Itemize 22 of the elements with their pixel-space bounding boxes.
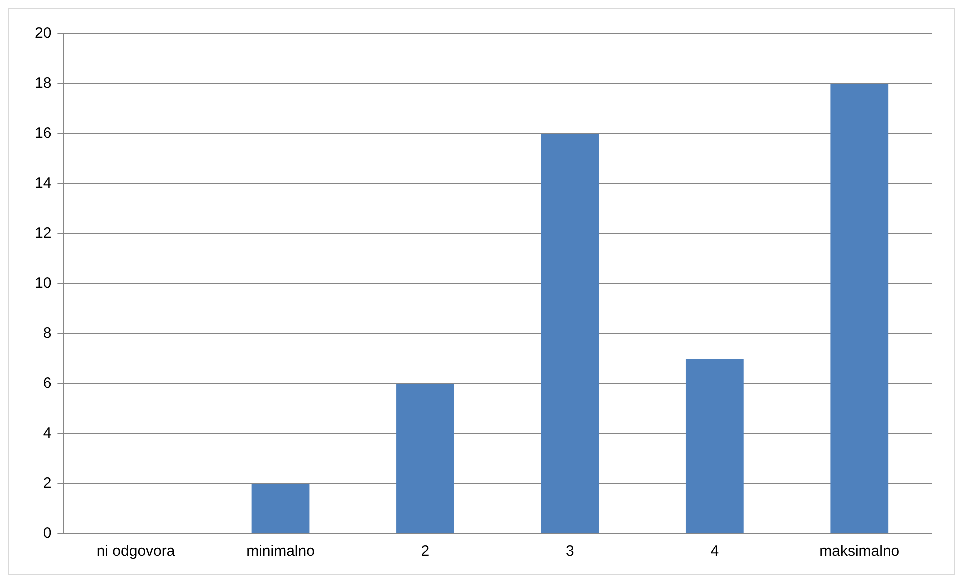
bar bbox=[396, 384, 454, 534]
x-tick-label: maksimalno bbox=[820, 543, 900, 560]
bar bbox=[830, 84, 889, 534]
y-tick-label: 4 bbox=[43, 425, 52, 442]
y-tick-label: 12 bbox=[34, 225, 52, 242]
x-tick-label: 3 bbox=[566, 543, 574, 560]
y-tick-label: 10 bbox=[34, 275, 52, 292]
y-tick-label: 6 bbox=[43, 375, 52, 392]
y-tick-label: 2 bbox=[43, 475, 52, 492]
y-tick-label: 14 bbox=[34, 175, 52, 192]
y-tick-label: 16 bbox=[34, 125, 52, 142]
bar bbox=[252, 484, 310, 534]
x-tick-label: 4 bbox=[710, 543, 720, 560]
y-tick-label: 20 bbox=[34, 25, 52, 42]
x-tick-label: minimalno bbox=[246, 543, 315, 560]
x-tick-label: ni odgovora bbox=[96, 543, 176, 560]
y-tick-label: 0 bbox=[43, 525, 52, 542]
bar bbox=[686, 359, 744, 534]
bar bbox=[541, 134, 600, 534]
x-tick-label: 2 bbox=[421, 543, 430, 560]
y-tick-label: 8 bbox=[43, 325, 52, 342]
y-tick-label: 18 bbox=[34, 75, 52, 92]
